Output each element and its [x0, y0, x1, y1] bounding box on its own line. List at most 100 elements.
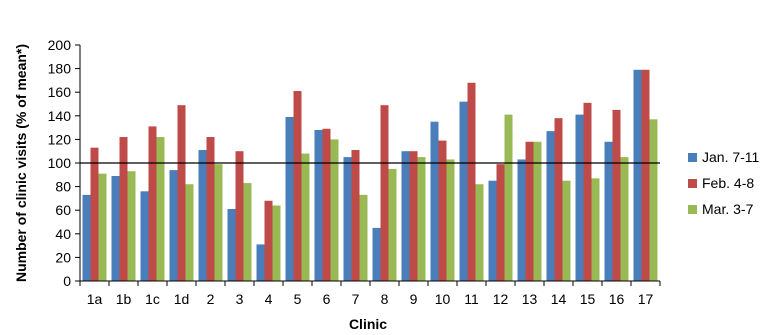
bar-15-series-1	[575, 114, 584, 282]
x-tick-label: 1b	[116, 291, 132, 307]
x-tick-label: 7	[352, 291, 360, 307]
bar-1a-series-3	[98, 173, 107, 281]
bar-1c-series-2	[148, 126, 157, 281]
bar-10-series-3	[446, 159, 455, 281]
bar-8-series-1	[372, 227, 381, 281]
bar-4-series-1	[256, 244, 265, 281]
x-tick-label: 1a	[87, 291, 103, 307]
bar-9-series-3	[417, 157, 426, 281]
y-tick-label: 200	[48, 37, 72, 53]
x-tick-label: 6	[323, 291, 331, 307]
bar-1b-series-3	[127, 171, 136, 281]
bar-14-series-2	[554, 118, 563, 281]
bar-10-series-2	[438, 140, 447, 281]
bar-17-series-2	[641, 69, 650, 281]
legend-label-2: Feb. 4-8	[702, 175, 754, 191]
legend-swatch-2	[688, 179, 697, 188]
y-tick-label: 60	[55, 202, 71, 218]
legend-swatch-1	[688, 153, 697, 162]
bar-4-series-3	[272, 205, 281, 281]
bar-1b-series-1	[111, 175, 120, 281]
y-axis-title: Number of clinic visits (% of mean*)	[13, 44, 29, 282]
y-tick-label: 100	[48, 155, 72, 171]
bar-1d-series-3	[185, 184, 194, 281]
bar-17-series-3	[649, 119, 658, 281]
bar-12-series-3	[504, 114, 513, 282]
bar-1c-series-3	[156, 137, 165, 281]
legend-swatch-3	[688, 205, 697, 214]
bar-16-series-3	[620, 157, 629, 281]
bar-15-series-3	[591, 178, 600, 281]
x-tick-label: 13	[522, 291, 538, 307]
bar-2-series-2	[206, 137, 215, 281]
x-tick-label: 9	[410, 291, 418, 307]
x-tick-label: 2	[207, 291, 215, 307]
x-tick-label: 11	[464, 291, 479, 307]
x-axis-title: Clinic	[349, 316, 387, 332]
bar-7-series-3	[359, 194, 368, 281]
bar-1a-series-2	[90, 147, 99, 281]
y-tick-label: 140	[48, 108, 72, 124]
bar-7-series-2	[351, 150, 360, 281]
y-tick-label: 120	[48, 131, 72, 147]
bar-4-series-2	[264, 200, 273, 281]
x-axis-ticks: 1a 1b 1c 1d 2 3 4 5 6 7 8 9 10 11 12 13 14 15 16 17	[79, 281, 661, 307]
bar-11-series-1	[459, 101, 468, 281]
x-tick-label: 4	[265, 291, 273, 307]
bar-2-series-3	[214, 164, 223, 281]
bar-6-series-2	[322, 128, 331, 281]
x-tick-label: 8	[381, 291, 389, 307]
bar-5-series-3	[301, 153, 310, 281]
bar-8-series-2	[380, 105, 389, 282]
x-tick-label: 1c	[145, 291, 160, 307]
x-tick-label: 5	[294, 291, 302, 307]
x-tick-label: 14	[551, 291, 567, 307]
y-tick-label: 20	[55, 249, 71, 265]
legend-label-3: Mar. 3-7	[702, 201, 754, 217]
bar-12-series-1	[488, 180, 497, 281]
bar-1a-series-1	[82, 194, 91, 281]
x-tick-label: 15	[580, 291, 596, 307]
bar-8-series-3	[388, 168, 397, 281]
bar-5-series-2	[293, 91, 302, 282]
bar-6-series-1	[314, 129, 323, 281]
bar-11-series-3	[475, 184, 484, 281]
legend-label-1: Jan. 7-11	[702, 149, 760, 165]
bar-2-series-1	[198, 150, 207, 281]
y-tick-label: 0	[63, 273, 71, 289]
bar-16-series-1	[604, 141, 613, 281]
y-tick-label: 180	[48, 61, 72, 77]
bar-3-series-3	[243, 183, 252, 281]
bar-11-series-2	[467, 82, 476, 281]
bar-5-series-1	[285, 116, 294, 281]
bar-1d-series-2	[177, 105, 186, 282]
x-tick-label: 12	[493, 291, 509, 307]
bar-15-series-2	[583, 102, 592, 281]
bar-17-series-1	[633, 69, 642, 281]
bar-7-series-1	[343, 157, 352, 281]
bar-1b-series-2	[119, 137, 128, 281]
x-tick-label: 3	[236, 291, 244, 307]
bar-9-series-1	[401, 151, 410, 281]
y-tick-label: 160	[48, 84, 72, 100]
y-tick-label: 40	[55, 226, 71, 242]
bar-1c-series-1	[140, 191, 149, 281]
bar-16-series-2	[612, 109, 621, 282]
bar-14-series-3	[562, 180, 571, 281]
bar-6-series-3	[330, 139, 339, 281]
x-tick-label: 10	[435, 291, 451, 307]
bar-13-series-3	[533, 141, 542, 281]
bar-13-series-2	[525, 141, 534, 281]
bars	[82, 69, 658, 282]
x-tick-label: 1d	[174, 291, 190, 307]
bar-3-series-1	[227, 209, 236, 281]
bar-1d-series-1	[169, 170, 178, 281]
bar-13-series-1	[517, 159, 526, 281]
bar-10-series-1	[430, 121, 439, 281]
x-tick-label: 17	[638, 291, 654, 307]
x-tick-label: 16	[609, 291, 625, 307]
y-tick-label: 80	[55, 179, 71, 195]
y-axis-ticks: 0 20 40 60 80 100 120 140 160 180 200	[48, 37, 80, 289]
legend: Jan. 7-11 Feb. 4-8 Mar. 3-7	[688, 149, 760, 217]
